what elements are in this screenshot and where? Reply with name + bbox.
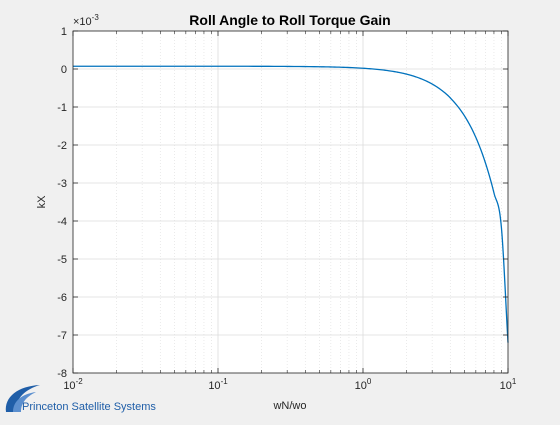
logo-text: Princeton Satellite Systems <box>22 401 156 413</box>
y-tick-label: 1 <box>61 26 67 38</box>
x-tick-label: 101 <box>500 377 517 392</box>
series-group <box>73 65 509 343</box>
y-tick-label: -7 <box>57 330 67 342</box>
y-tick-label: -1 <box>57 102 67 114</box>
x-axis-label: wN/wo <box>272 400 306 412</box>
plot-area <box>73 31 508 373</box>
logo-swoosh-inner-icon <box>13 392 36 412</box>
y-tick-label: -6 <box>57 292 67 304</box>
y-tick-label: -3 <box>57 178 67 190</box>
chart-title: Roll Angle to Roll Torque Gain <box>189 12 390 28</box>
series-line <box>73 65 509 343</box>
y-axis-label: kX <box>36 195 48 209</box>
y-tick-label: -5 <box>57 254 67 266</box>
company-logo: Princeton Satellite Systems <box>5 385 156 413</box>
x-tick-label: 100 <box>355 377 372 392</box>
y-tick-label: -2 <box>57 140 67 152</box>
plot-border <box>72 30 509 374</box>
y-tick-label: -4 <box>57 216 67 228</box>
x-tick-label: 10-1 <box>208 377 228 392</box>
y-tick-label: 0 <box>61 64 67 76</box>
x-tick-label: 10-2 <box>63 377 83 392</box>
y-tick-label: -8 <box>57 368 67 380</box>
y-multiplier: ×10-3 <box>73 13 99 28</box>
